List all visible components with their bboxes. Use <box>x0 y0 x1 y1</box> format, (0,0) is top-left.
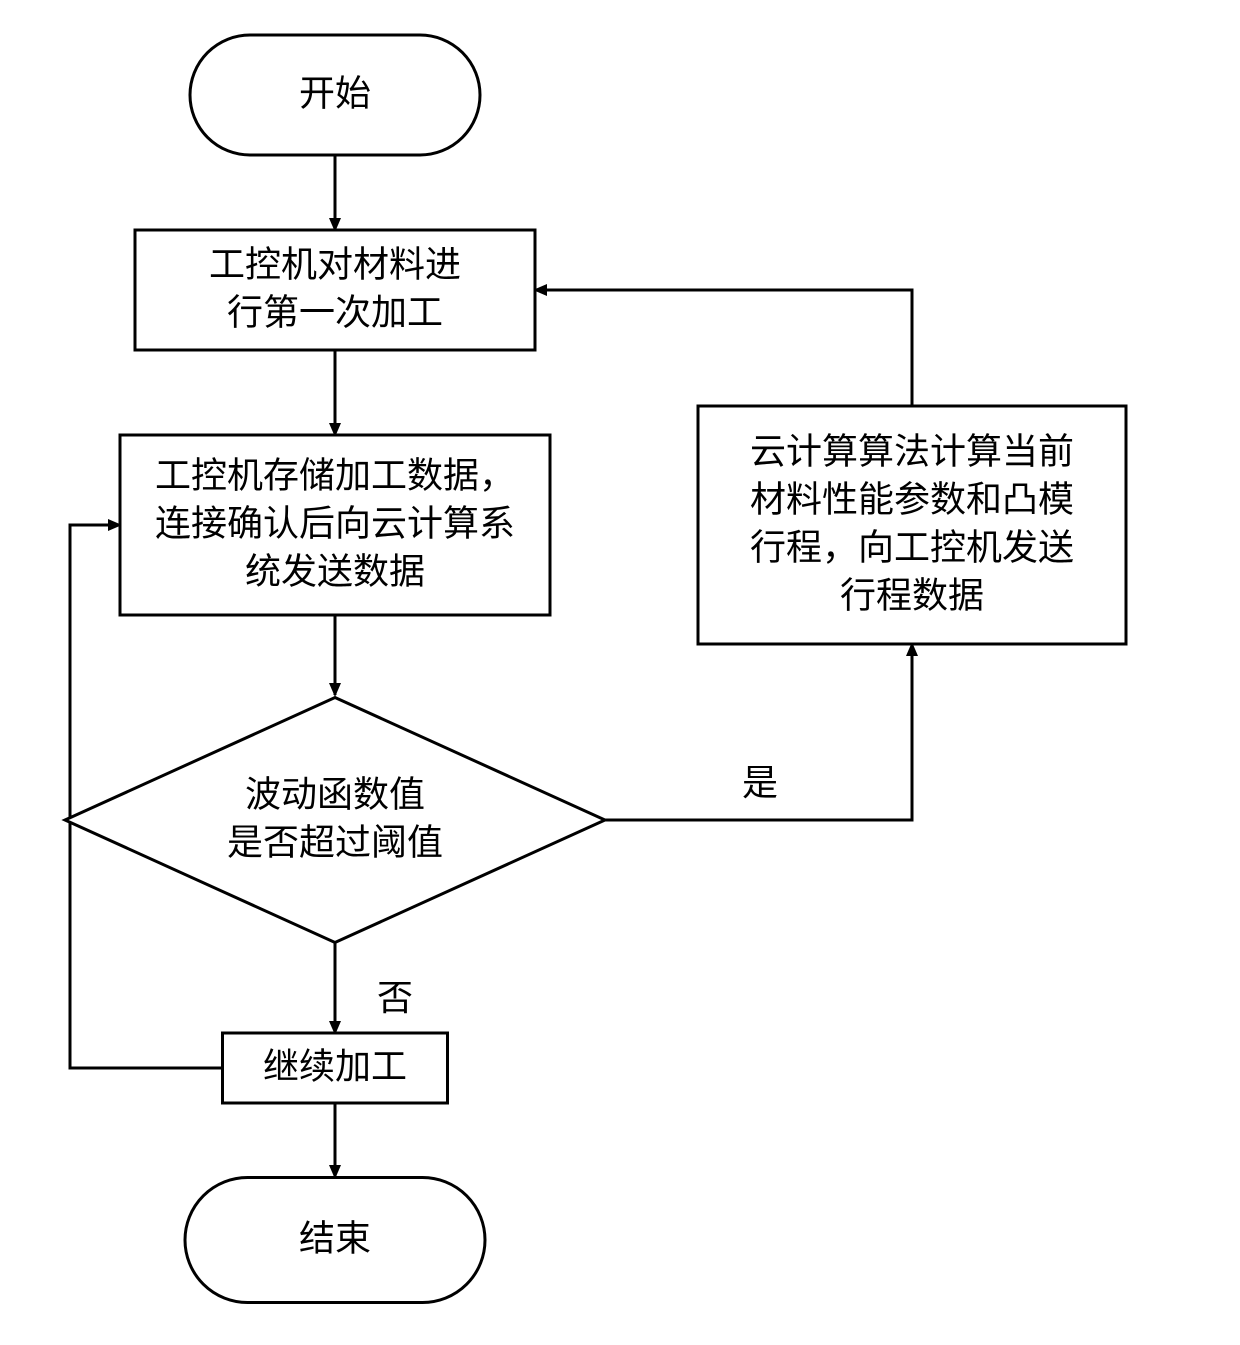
node-start: 开始 <box>190 35 480 155</box>
node-cloud_calc-text-1: 材料性能参数和凸模 <box>750 479 1074 519</box>
node-store_send-text-2: 统发送数据 <box>245 551 425 591</box>
node-cloud_calc-text-3: 行程数据 <box>840 575 984 615</box>
node-cloud_calc-text-0: 云计算算法计算当前 <box>750 431 1074 471</box>
node-end: 结束 <box>185 1178 485 1303</box>
node-cloud_calc: 云计算算法计算当前材料性能参数和凸模行程，向工控机发送行程数据 <box>698 406 1126 644</box>
node-store_send-text-0: 工控机存储加工数据， <box>155 455 515 495</box>
node-continue-text-0: 继续加工 <box>263 1046 407 1086</box>
node-store_send-text-1: 连接确认后向云计算系 <box>155 503 515 543</box>
edge-label-decision-continue: 否 <box>377 978 413 1018</box>
node-store_send: 工控机存储加工数据， 连接确认后向云计算系统发送数据 <box>120 435 550 615</box>
node-decision-text-0: 波动函数值 <box>245 774 425 814</box>
edge-label-decision-cloud_calc: 是 <box>742 763 778 803</box>
node-decision: 波动函数值是否超过阈值 <box>65 698 605 943</box>
node-continue: 继续加工 <box>223 1033 448 1103</box>
edge-cloud_calc-to-first_process <box>535 290 912 406</box>
node-first_process-text-0: 工控机对材料进 <box>209 244 461 284</box>
node-start-text-0: 开始 <box>299 73 371 113</box>
node-cloud_calc-text-2: 行程，向工控机发送 <box>750 527 1074 567</box>
node-end-text-0: 结束 <box>299 1218 371 1258</box>
node-decision-text-1: 是否超过阈值 <box>227 822 443 862</box>
node-first_process-text-1: 行第一次加工 <box>227 292 443 332</box>
node-first_process: 工控机对材料进行第一次加工 <box>135 230 535 350</box>
